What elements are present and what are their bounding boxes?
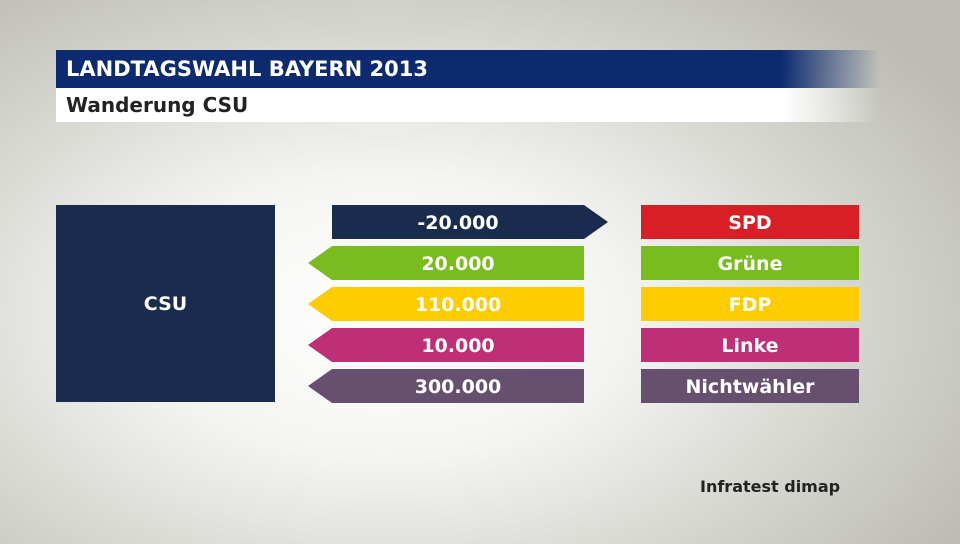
chart-title: LANDTAGSWAHL BAYERN 2013 [56, 50, 880, 88]
target-label-gr-ne: Grüne [718, 253, 783, 275]
source-label: Infratest dimap [700, 477, 841, 496]
party-label: CSU [143, 292, 188, 315]
target-label-spd: SPD [728, 212, 771, 234]
flow-value-linke: 10.000 [421, 335, 494, 357]
flow-value-spd: -20.000 [417, 212, 498, 234]
target-box-gr-ne [641, 246, 859, 280]
flow-arrow-spd [332, 205, 608, 239]
target-label-fdp: FDP [729, 294, 772, 316]
flow-arrow-fdp [308, 287, 584, 321]
flow-value-gr-ne: 20.000 [421, 253, 494, 275]
target-label-linke: Linke [721, 335, 778, 357]
target-box-spd [641, 205, 859, 239]
party-box-csu: CSU [56, 205, 275, 402]
target-label-nichtw-hler: Nichtwähler [686, 376, 816, 398]
flow-value-nichtw-hler: 300.000 [415, 376, 502, 398]
target-box-nichtw-hler [641, 369, 859, 403]
chart-subtitle: Wanderung CSU [56, 88, 880, 122]
flow-value-fdp: 110.000 [415, 294, 502, 316]
target-box-linke [641, 328, 859, 362]
flow-arrow-nichtw-hler [308, 369, 584, 403]
flow-arrow-gr-ne [308, 246, 584, 280]
target-box-fdp [641, 287, 859, 321]
flow-arrow-linke [308, 328, 584, 362]
